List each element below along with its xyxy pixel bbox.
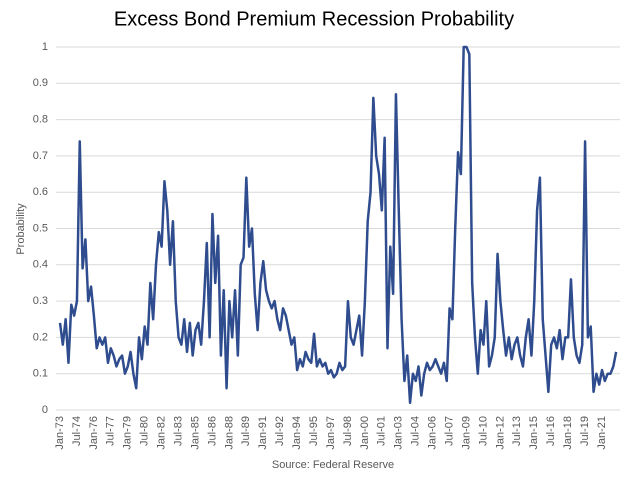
x-tick-label: Jul-10 (477, 416, 489, 446)
x-tick-label: Jan-97 (325, 416, 337, 450)
x-tick-label: Jul-19 (579, 416, 591, 446)
x-tick-label: Jul-01 (376, 416, 388, 446)
x-tick-label: Jul-86 (206, 416, 218, 446)
x-tick-label: Jul-07 (443, 416, 455, 446)
y-tick-label: 0.7 (33, 150, 48, 162)
y-tick-label: 0.8 (33, 114, 48, 126)
x-tick-label: Jan-85 (189, 416, 201, 450)
x-tick-label: Jan-03 (393, 416, 405, 450)
x-tick-label: Jan-06 (427, 416, 439, 450)
y-tick-label: 0.5 (33, 222, 48, 234)
x-tick-label: Jan-79 (122, 416, 134, 450)
x-tick-label: Jan-73 (54, 416, 66, 450)
x-tick-label: Jan-18 (562, 416, 574, 450)
x-tick-label: Jan-82 (156, 416, 168, 450)
x-tick-label: Jul-83 (172, 416, 184, 446)
x-tick-label: Jan-76 (88, 416, 100, 450)
x-tick-label: Jan-09 (460, 416, 472, 450)
y-tick-label: 0 (42, 404, 48, 416)
y-tick-label: 0.1 (33, 368, 48, 380)
x-tick-label: Jan-94 (291, 416, 303, 450)
x-tick-label: Jul-77 (105, 416, 117, 446)
y-tick-label: 0.3 (33, 295, 48, 307)
chart-title: Excess Bond Premium Recession Probabilit… (114, 8, 514, 30)
y-tick-label: 0.9 (33, 77, 48, 89)
x-tick-label: Jan-21 (596, 416, 608, 450)
source-note: Source: Federal Reserve (272, 459, 394, 471)
y-tick-label: 0.4 (33, 259, 48, 271)
x-tick-label: Jul-89 (240, 416, 252, 446)
x-tick-label: Jul-98 (342, 416, 354, 446)
x-tick-label: Jul-80 (139, 416, 151, 446)
x-tick-label: Jan-88 (223, 416, 235, 450)
x-tick-label: Jul-13 (511, 416, 523, 446)
x-tick-label: Jul-16 (545, 416, 557, 446)
x-tick-label: Jan-00 (359, 416, 371, 450)
x-tick-label: Jan-91 (257, 416, 269, 450)
y-tick-label: 0.6 (33, 186, 48, 198)
x-tick-label: Jul-74 (71, 416, 83, 446)
y-tick-label: 0.2 (33, 331, 48, 343)
x-tick-label: Jul-92 (274, 416, 286, 446)
y-tick-label: 1 (42, 41, 48, 53)
x-tick-label: Jan-15 (528, 416, 540, 450)
data-line (58, 45, 618, 404)
y-axis-label: Probability (15, 203, 27, 255)
x-tick-label: Jan-12 (494, 416, 506, 450)
x-tick-label: Jul-95 (308, 416, 320, 446)
x-tick-label: Jul-04 (410, 416, 422, 446)
